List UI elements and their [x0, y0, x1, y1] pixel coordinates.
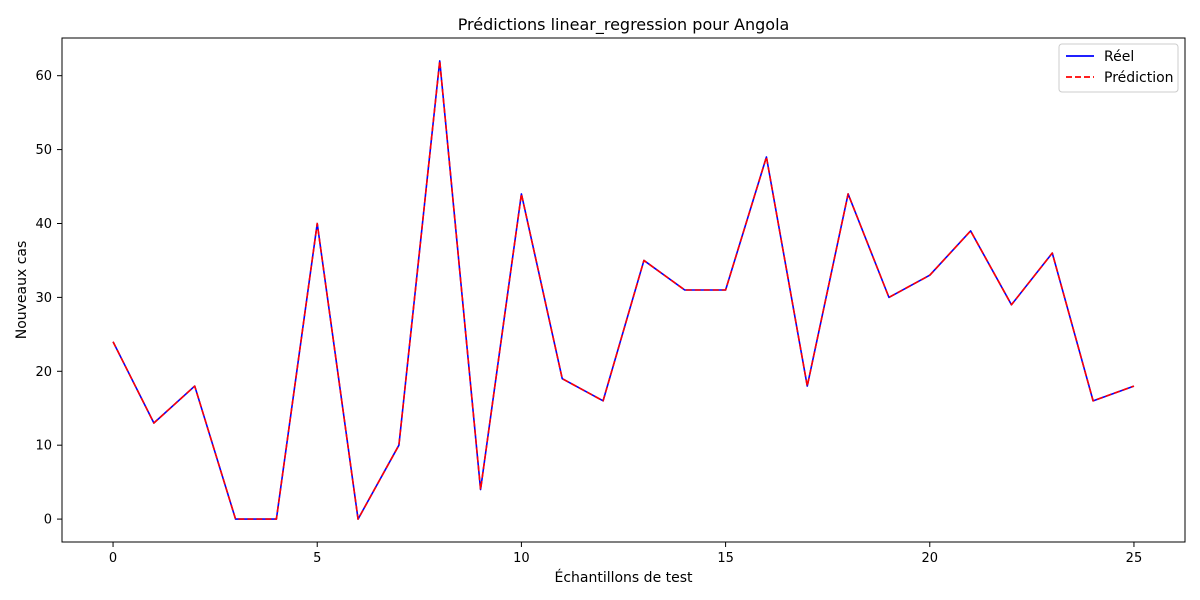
x-tick-label: 0	[109, 551, 117, 566]
x-tick-label: 15	[717, 551, 734, 566]
y-tick-label: 30	[35, 291, 52, 306]
x-axis-title: Échantillons de test	[554, 569, 693, 586]
legend-label-prediction: Prédiction	[1104, 70, 1174, 86]
x-tick-label: 25	[1126, 551, 1143, 566]
legend-label-reel: Réel	[1104, 49, 1134, 65]
x-tick-label: 20	[921, 551, 938, 566]
y-axis: 0 10 20 30 40 50 60	[35, 69, 62, 528]
y-tick-label: 10	[35, 439, 52, 454]
y-tick-label: 60	[35, 69, 52, 84]
plot-frame	[61, 37, 1186, 543]
y-axis-title: Nouveaux cas	[14, 241, 30, 340]
plot-area	[62, 38, 1185, 542]
chart-title: Prédictions linear_regression pour Angol…	[458, 15, 790, 35]
y-tick-label: 50	[35, 143, 52, 158]
y-tick-label: 0	[44, 513, 52, 528]
x-axis: 0 5 10 15 20 25	[109, 542, 1142, 566]
legend: Réel Prédiction	[1058, 43, 1179, 93]
series-line-prediction	[112, 60, 1135, 520]
x-tick-label: 5	[313, 551, 321, 566]
x-tick-label: 10	[513, 551, 530, 566]
series-layer	[112, 60, 1135, 520]
y-tick-label: 20	[35, 365, 52, 380]
y-tick-label: 40	[35, 217, 52, 232]
